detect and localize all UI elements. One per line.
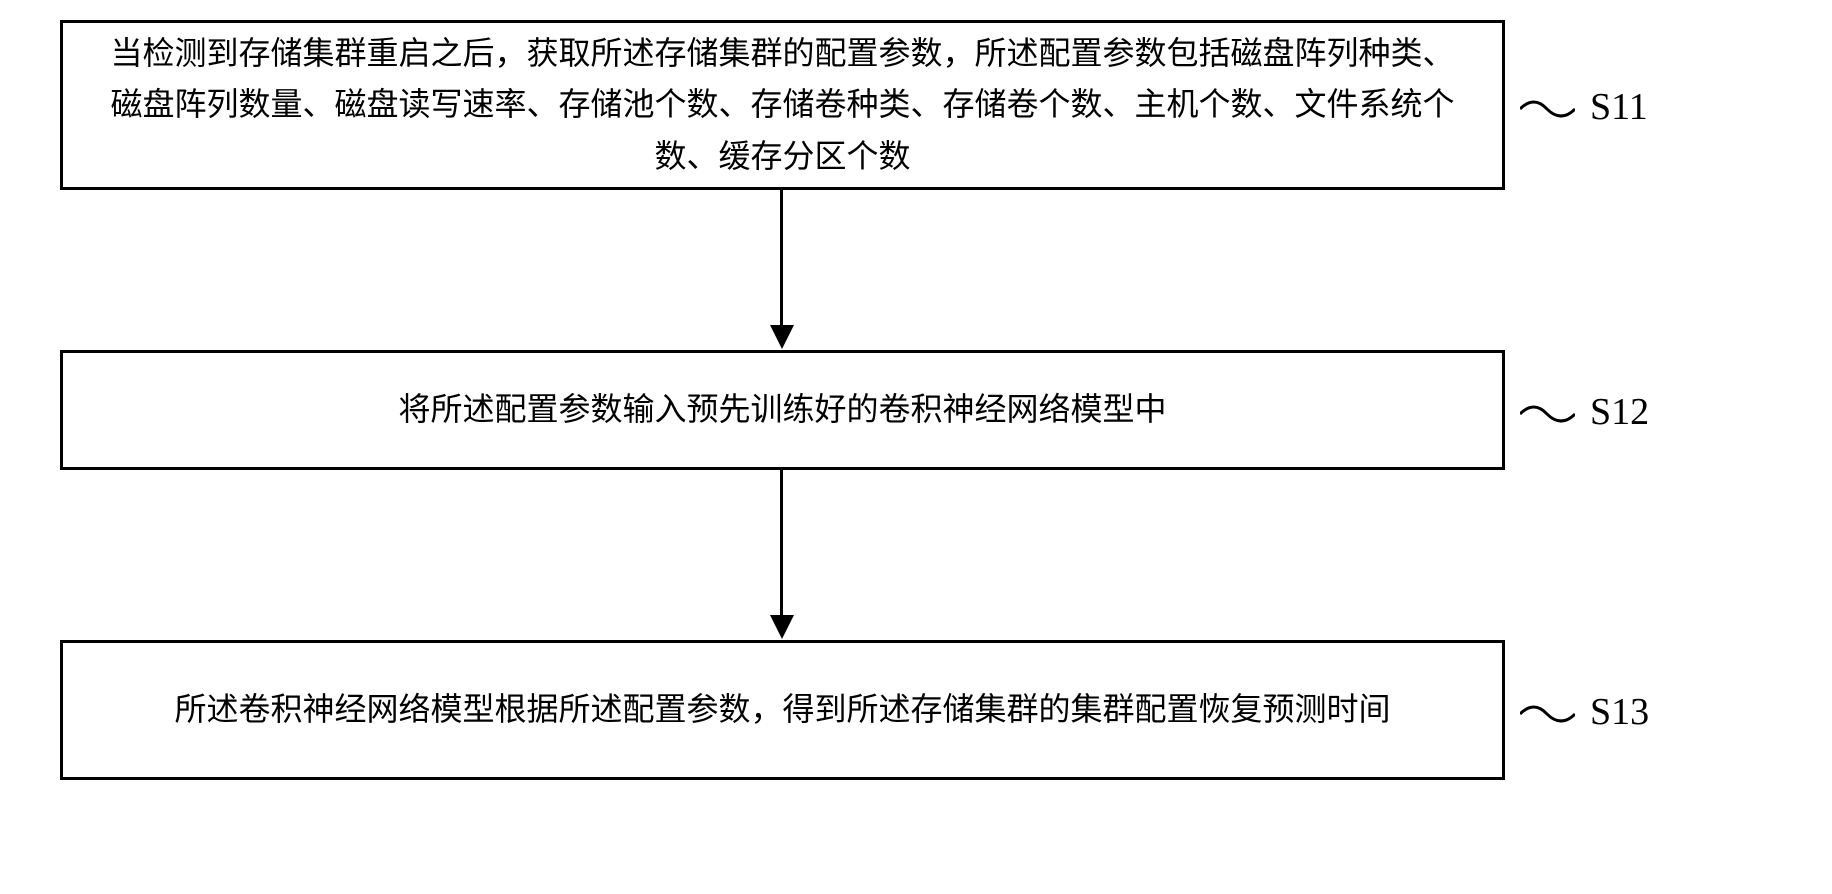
step-label-s11: S11 xyxy=(1590,85,1648,129)
arrow-head-icon xyxy=(770,325,794,349)
flow-step-s11: 当检测到存储集群重启之后，获取所述存储集群的配置参数，所述配置参数包括磁盘阵列种… xyxy=(60,20,1505,190)
step-label-s13: S13 xyxy=(1590,690,1649,734)
flow-step-s13: 所述卷积神经网络模型根据所述配置参数，得到所述存储集群的集群配置恢复预测时间 xyxy=(60,640,1505,780)
wave-connector-icon xyxy=(1520,93,1575,125)
wave-connector-icon xyxy=(1520,698,1575,730)
arrow-head-icon xyxy=(770,615,794,639)
connector-s11 xyxy=(1520,93,1575,125)
arrow-line xyxy=(780,470,783,615)
connector-s13 xyxy=(1520,698,1575,730)
wave-connector-icon xyxy=(1520,398,1575,430)
flow-step-s13-text: 所述卷积神经网络模型根据所述配置参数，得到所述存储集群的集群配置恢复预测时间 xyxy=(174,684,1390,735)
flow-step-s12-text: 将所述配置参数输入预先训练好的卷积神经网络模型中 xyxy=(398,384,1166,435)
flow-step-s11-text: 当检测到存储集群重启之后，获取所述存储集群的配置参数，所述配置参数包括磁盘阵列种… xyxy=(103,28,1462,182)
arrow-line xyxy=(780,190,783,325)
flow-step-s12: 将所述配置参数输入预先训练好的卷积神经网络模型中 xyxy=(60,350,1505,470)
connector-s12 xyxy=(1520,398,1575,430)
step-label-s12: S12 xyxy=(1590,390,1649,434)
